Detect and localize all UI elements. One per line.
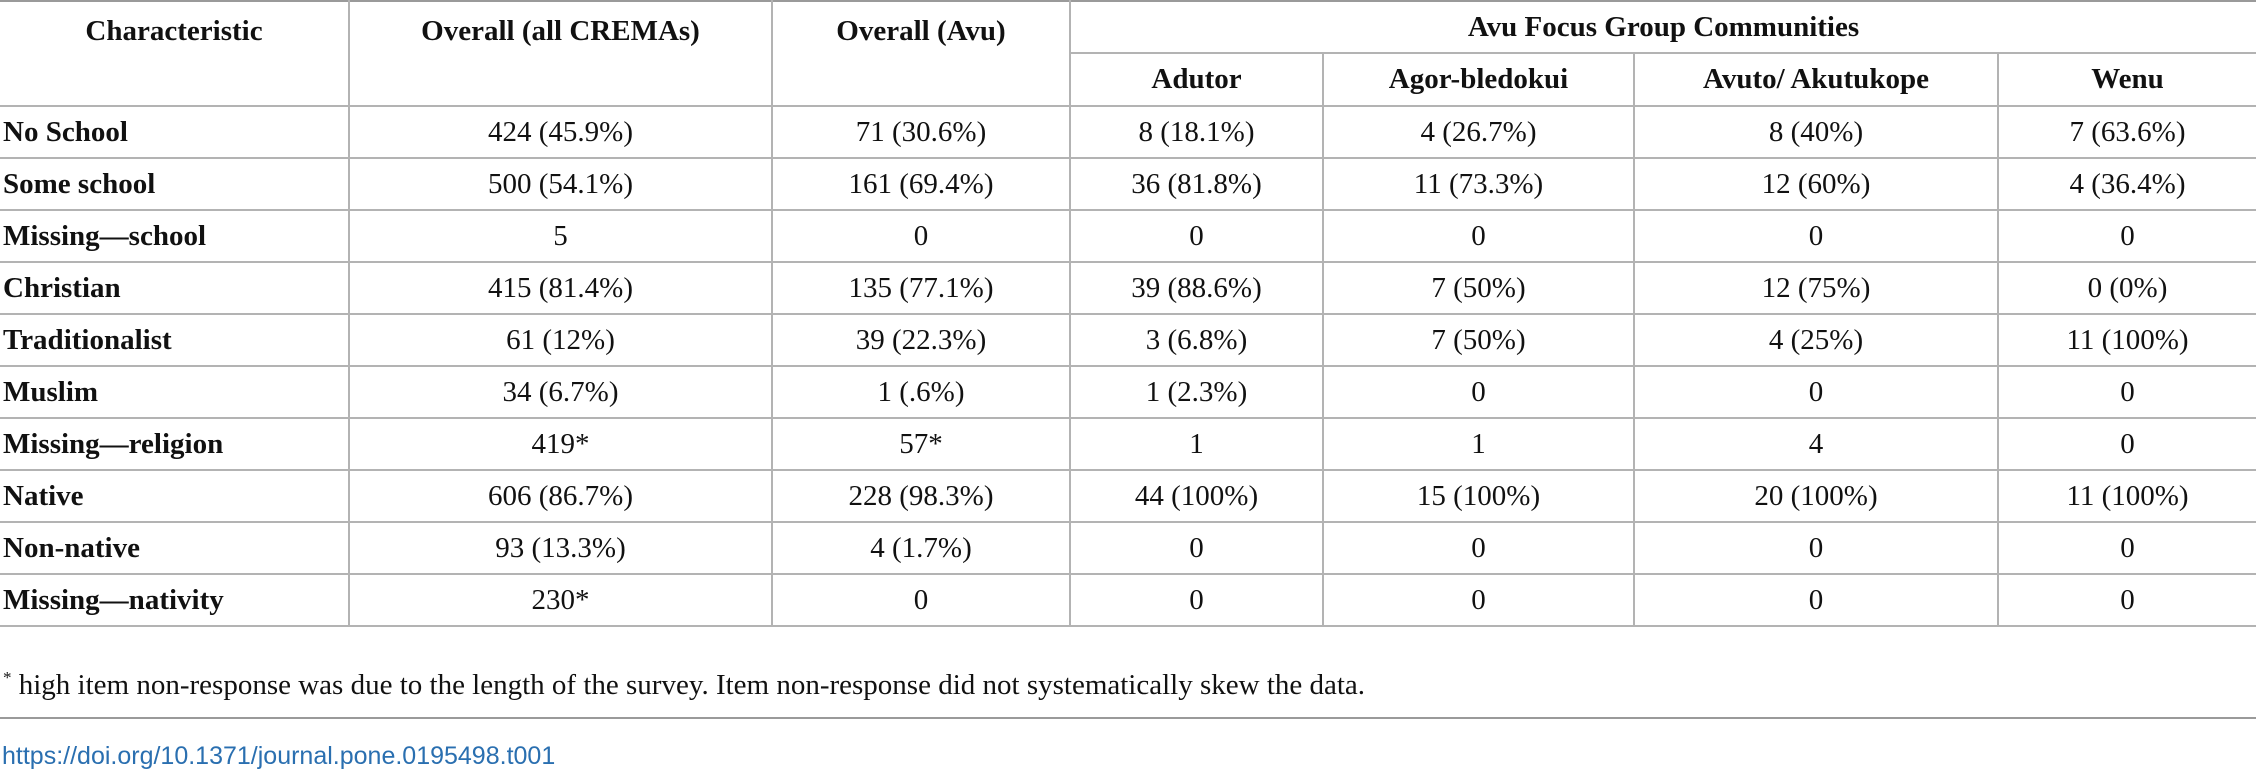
table-cell: 228 (98.3%) — [772, 470, 1071, 523]
table-cell: 4 (1.7%) — [772, 522, 1071, 575]
table-cell: 0 — [1323, 574, 1635, 627]
table-cell: 0 — [1998, 210, 2256, 263]
table-cell: 15 (100%) — [1323, 470, 1635, 523]
table-cell: 1 — [1070, 418, 1324, 471]
footer-divider — [0, 717, 2256, 719]
table-cell: 4 (26.7%) — [1323, 106, 1635, 159]
table-cell: 419* — [349, 418, 773, 471]
table-cell: 12 (60%) — [1634, 158, 1999, 211]
row-label: Christian — [0, 262, 350, 315]
table-cell: 0 — [1323, 366, 1635, 419]
table-cell: 0 — [1634, 366, 1999, 419]
table-cell: 0 — [1634, 574, 1999, 627]
table-cell: 500 (54.1%) — [349, 158, 773, 211]
table-cell: 93 (13.3%) — [349, 522, 773, 575]
table-cell: 61 (12%) — [349, 314, 773, 367]
table-cell: 0 — [1634, 522, 1999, 575]
row-label: Traditionalist — [0, 314, 350, 367]
table-cell: 8 (40%) — [1634, 106, 1999, 159]
table-cell: 44 (100%) — [1070, 470, 1324, 523]
table-cell: 7 (63.6%) — [1998, 106, 2256, 159]
table-cell: 3 (6.8%) — [1070, 314, 1324, 367]
row-label: Non-native — [0, 522, 350, 575]
table-cell: 161 (69.4%) — [772, 158, 1071, 211]
table-row: Traditionalist 61 (12%) 39 (22.3%) 3 (6.8%)… — [0, 314, 2256, 367]
table-cell: 424 (45.9%) — [349, 106, 773, 159]
table-row: Muslim 34 (6.7%) 1 (.6%) 1 (2.3%) 0 0 0 — [0, 366, 2256, 419]
table-cell: 11 (100%) — [1998, 314, 2256, 367]
table-cell: 39 (22.3%) — [772, 314, 1071, 367]
table-cell: 57* — [772, 418, 1071, 471]
table-cell: 7 (50%) — [1323, 314, 1635, 367]
row-label: Muslim — [0, 366, 350, 419]
table-cell: 4 (25%) — [1634, 314, 1999, 367]
header-overall-all-cremas: Overall (all CREMAs) — [349, 0, 773, 107]
table-cell: 7 (50%) — [1323, 262, 1635, 315]
header-community: Avuto/ Akutukope — [1634, 53, 1999, 107]
row-label: Missing—nativity — [0, 574, 350, 627]
table-cell: 71 (30.6%) — [772, 106, 1071, 159]
row-label: Native — [0, 470, 350, 523]
table-cell: 415 (81.4%) — [349, 262, 773, 315]
table-cell: 0 — [1070, 574, 1324, 627]
table-row: Christian 415 (81.4%) 135 (77.1%) 39 (88.6%… — [0, 262, 2256, 315]
table-cell: 606 (86.7%) — [349, 470, 773, 523]
table-cell: 1 (2.3%) — [1070, 366, 1324, 419]
table-row: Missing—school 5 0 0 0 0 0 — [0, 210, 2256, 263]
row-label: Some school — [0, 158, 350, 211]
table-cell: 0 — [1634, 210, 1999, 263]
table-cell: 0 — [772, 574, 1071, 627]
table-cell: 0 — [1998, 418, 2256, 471]
table-row: No School 424 (45.9%) 71 (30.6%) 8 (18.1%) 4… — [0, 106, 2256, 159]
table-row: Non-native 93 (13.3%) 4 (1.7%) 0 0 0 0 — [0, 522, 2256, 575]
table-cell: 8 (18.1%) — [1070, 106, 1324, 159]
doi-link[interactable]: https://doi.org/10.1371/journal.pone.019… — [2, 742, 556, 770]
table-cell: 0 — [1998, 366, 2256, 419]
table-footnote: * high item non-response was due to the … — [3, 668, 1365, 702]
table-cell: 4 — [1634, 418, 1999, 471]
table-row: Some school 500 (54.1%) 161 (69.4%) 36 (81.… — [0, 158, 2256, 211]
table-cell: 0 — [772, 210, 1071, 263]
table-container: Characteristic Overall (all CREMAs) Over… — [0, 0, 2256, 627]
table-cell: 0 — [1323, 522, 1635, 575]
table-cell: 1 — [1323, 418, 1635, 471]
table-cell: 36 (81.8%) — [1070, 158, 1324, 211]
table-cell: 11 (100%) — [1998, 470, 2256, 523]
table-cell: 12 (75%) — [1634, 262, 1999, 315]
table-cell: 0 — [1070, 522, 1324, 575]
header-community: Agor-bledokui — [1323, 53, 1635, 107]
header-overall-avu: Overall (Avu) — [772, 0, 1071, 107]
table-cell: 39 (88.6%) — [1070, 262, 1324, 315]
demographics-table: Characteristic Overall (all CREMAs) Over… — [0, 0, 2256, 627]
table-cell: 5 — [349, 210, 773, 263]
table-cell: 0 — [1323, 210, 1635, 263]
footnote-text: high item non-response was due to the le… — [11, 669, 1366, 701]
table-row: Native 606 (86.7%) 228 (98.3%) 44 (100%) 15 … — [0, 470, 2256, 523]
table-cell: 11 (73.3%) — [1323, 158, 1635, 211]
header-community: Wenu — [1998, 53, 2256, 107]
table-body: No School 424 (45.9%) 71 (30.6%) 8 (18.1%) 4… — [0, 106, 2256, 627]
row-label: Missing—school — [0, 210, 350, 263]
table-cell: 20 (100%) — [1634, 470, 1999, 523]
footnote-marker: * — [3, 668, 12, 687]
header-row-top: Characteristic Overall (all CREMAs) Over… — [0, 0, 2256, 107]
header-row-communities: Adutor Agor-bledokui Avuto/ Akutukope We… — [0, 53, 2256, 107]
table-cell: 0 — [1998, 522, 2256, 575]
table-cell: 34 (6.7%) — [349, 366, 773, 419]
table-cell: 0 — [1070, 210, 1324, 263]
row-label: Missing—religion — [0, 418, 350, 471]
table-row: Missing—nativity 230* 0 0 0 0 0 — [0, 574, 2256, 627]
table-row: Missing—religion 419* 57* 1 1 4 0 — [0, 418, 2256, 471]
table-cell: 230* — [349, 574, 773, 627]
row-label: No School — [0, 106, 350, 159]
header-community: Adutor — [1070, 53, 1324, 107]
header-focus-group-communities: Avu Focus Group Communities — [1070, 0, 2256, 54]
table-cell: 0 — [1998, 574, 2256, 627]
table-cell: 0 (0%) — [1998, 262, 2256, 315]
header-characteristic: Characteristic — [0, 0, 350, 107]
table-cell: 135 (77.1%) — [772, 262, 1071, 315]
table-cell: 1 (.6%) — [772, 366, 1071, 419]
table-cell: 4 (36.4%) — [1998, 158, 2256, 211]
